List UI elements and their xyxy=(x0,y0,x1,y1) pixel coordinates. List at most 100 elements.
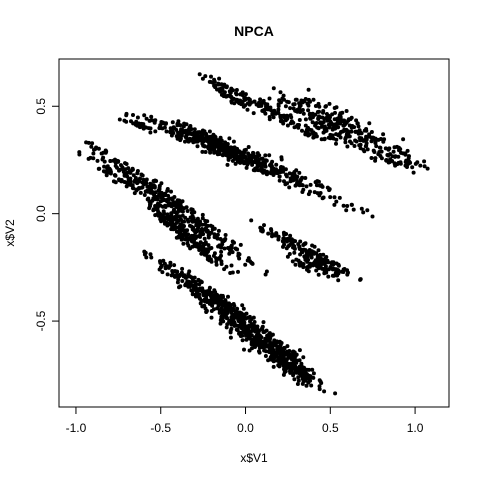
data-point xyxy=(300,190,305,194)
data-point xyxy=(301,355,306,360)
data-point xyxy=(258,225,263,230)
data-point xyxy=(276,237,281,242)
data-point xyxy=(288,106,293,111)
data-point xyxy=(223,233,228,237)
data-point xyxy=(307,132,312,137)
data-point xyxy=(271,115,276,120)
data-point xyxy=(160,126,165,131)
data-point xyxy=(285,344,290,349)
data-point xyxy=(353,138,358,143)
data-point xyxy=(216,244,221,249)
data-point xyxy=(287,185,292,190)
data-point xyxy=(382,137,387,142)
data-point xyxy=(255,327,260,332)
data-point xyxy=(332,273,336,278)
data-point xyxy=(238,319,243,324)
data-point xyxy=(276,345,281,350)
data-point xyxy=(152,179,157,183)
data-point xyxy=(330,267,335,272)
data-point xyxy=(252,320,257,324)
data-point xyxy=(316,179,321,184)
data-point xyxy=(168,126,173,131)
data-point xyxy=(306,97,311,102)
data-point xyxy=(278,90,283,95)
data-point xyxy=(222,267,227,272)
data-point xyxy=(264,269,269,274)
data-point xyxy=(228,302,233,307)
data-point xyxy=(284,246,289,251)
data-point xyxy=(197,223,202,228)
data-point xyxy=(321,252,326,257)
data-point xyxy=(195,220,200,225)
data-point xyxy=(349,129,354,134)
data-point xyxy=(222,311,227,316)
data-point xyxy=(191,216,196,221)
data-point xyxy=(77,152,82,157)
data-point xyxy=(241,330,246,335)
data-point xyxy=(178,203,183,208)
data-point xyxy=(231,139,236,144)
data-point xyxy=(328,195,333,200)
data-point xyxy=(233,322,238,327)
data-point xyxy=(305,265,310,270)
data-point xyxy=(357,128,362,133)
data-point xyxy=(324,112,329,116)
data-point xyxy=(170,120,175,125)
data-point xyxy=(274,169,279,174)
data-point xyxy=(255,151,260,156)
data-point xyxy=(307,373,312,378)
data-point xyxy=(203,74,208,79)
data-point xyxy=(169,204,174,209)
x-axis-label: x$V1 xyxy=(240,451,268,465)
data-point xyxy=(234,327,239,332)
data-point xyxy=(207,129,212,134)
data-point xyxy=(352,144,357,148)
data-point xyxy=(281,372,286,377)
data-point xyxy=(390,154,395,159)
data-point xyxy=(230,270,235,275)
data-point xyxy=(367,132,372,137)
data-point xyxy=(370,214,375,219)
data-point xyxy=(296,242,301,247)
data-point xyxy=(353,129,358,134)
data-point xyxy=(310,249,314,254)
data-point xyxy=(336,133,341,138)
data-point xyxy=(292,250,297,255)
data-point xyxy=(188,236,193,241)
data-point xyxy=(237,312,242,316)
data-point xyxy=(346,129,351,134)
data-point xyxy=(296,366,300,371)
data-point xyxy=(181,241,186,246)
data-point xyxy=(220,87,225,92)
data-point xyxy=(144,116,149,121)
data-point xyxy=(289,115,294,120)
data-point xyxy=(227,136,232,141)
data-point xyxy=(121,167,126,172)
data-point xyxy=(313,121,318,126)
data-point xyxy=(203,150,208,154)
data-point xyxy=(213,290,218,295)
data-point xyxy=(304,383,309,388)
data-point xyxy=(348,117,353,122)
data-point xyxy=(193,230,198,235)
data-point xyxy=(345,144,350,149)
data-point xyxy=(296,258,301,263)
y-tick-label: 0.5 xyxy=(34,98,48,115)
data-point xyxy=(262,329,267,334)
data-point xyxy=(225,162,230,167)
data-point xyxy=(314,183,319,188)
data-point xyxy=(86,140,91,145)
data-point xyxy=(245,162,250,167)
data-point xyxy=(303,117,308,122)
data-point xyxy=(148,130,153,135)
data-point xyxy=(257,100,261,105)
data-point xyxy=(234,247,239,252)
x-axis: -1.0 -0.5 0.0 0.5 1.0 xyxy=(66,407,424,435)
data-point xyxy=(287,349,292,353)
data-point xyxy=(204,308,209,313)
data-point xyxy=(90,141,95,146)
data-point xyxy=(219,253,223,258)
data-point xyxy=(209,315,214,320)
data-point xyxy=(256,168,261,173)
data-point xyxy=(219,262,224,266)
